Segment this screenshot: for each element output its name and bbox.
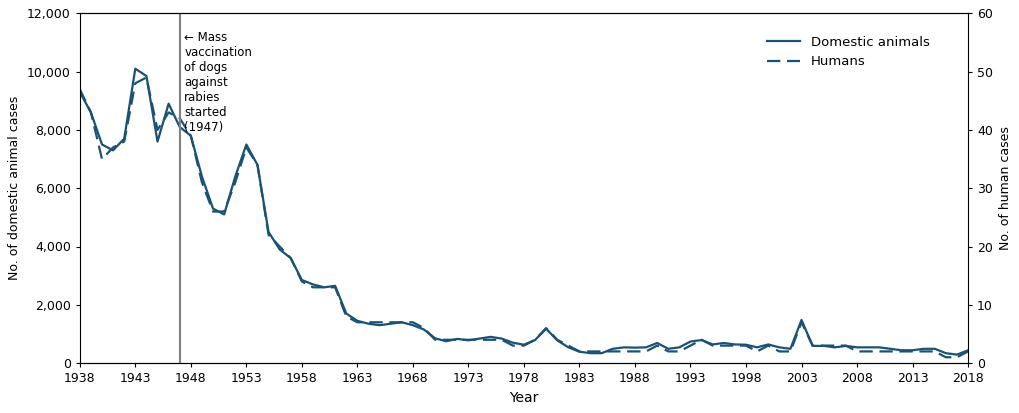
Domestic animals bbox=[73, 90, 86, 95]
Domestic animals bbox=[950, 352, 962, 357]
X-axis label: Year: Year bbox=[508, 391, 538, 405]
Humans bbox=[739, 343, 751, 348]
Domestic animals bbox=[639, 345, 651, 350]
Humans bbox=[938, 355, 951, 360]
Y-axis label: No. of human cases: No. of human cases bbox=[998, 126, 1011, 250]
Humans bbox=[961, 349, 973, 354]
Domestic animals bbox=[129, 66, 142, 71]
Humans bbox=[850, 349, 862, 354]
Y-axis label: No. of domestic animal cases: No. of domestic animal cases bbox=[8, 96, 21, 280]
Humans bbox=[141, 75, 153, 80]
Humans bbox=[639, 349, 651, 354]
Line: Humans: Humans bbox=[79, 78, 967, 357]
Humans bbox=[806, 343, 818, 348]
Humans bbox=[883, 349, 896, 354]
Legend: Domestic animals, Humans: Domestic animals, Humans bbox=[761, 31, 934, 74]
Domestic animals bbox=[850, 345, 862, 350]
Domestic animals bbox=[961, 348, 973, 353]
Humans bbox=[573, 349, 585, 354]
Domestic animals bbox=[739, 342, 751, 347]
Humans bbox=[73, 87, 86, 92]
Domestic animals bbox=[806, 343, 818, 348]
Text: ← Mass
vaccination
of dogs
against
rabies
started
(1947): ← Mass vaccination of dogs against rabie… bbox=[184, 31, 252, 134]
Line: Domestic animals: Domestic animals bbox=[79, 69, 967, 355]
Domestic animals bbox=[573, 349, 585, 354]
Domestic animals bbox=[883, 347, 896, 351]
